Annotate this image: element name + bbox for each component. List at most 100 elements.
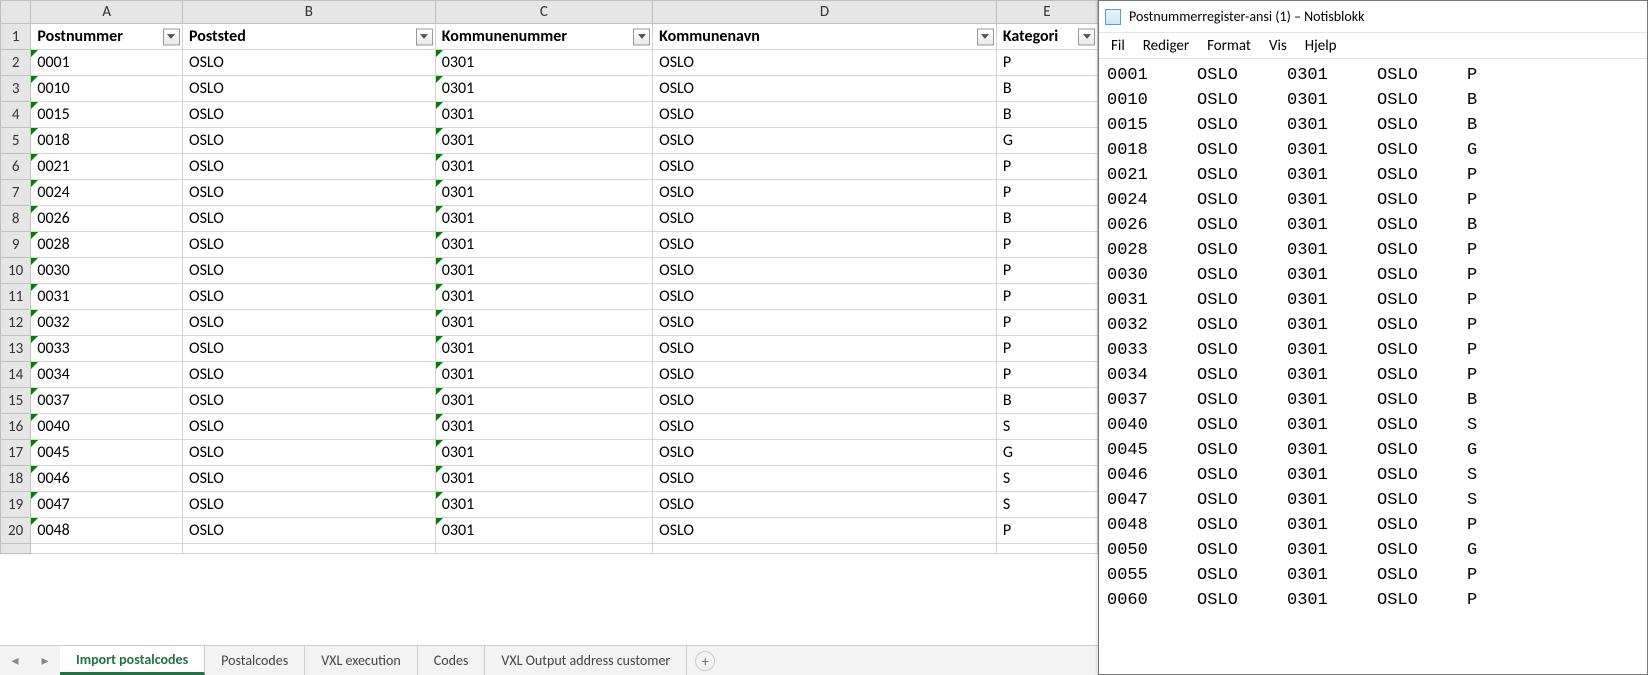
cell-C17[interactable]: 0301 xyxy=(435,440,652,466)
row-header-16[interactable]: 16 xyxy=(1,414,31,440)
cell-B17[interactable]: OSLO xyxy=(182,440,435,466)
filter-button-E[interactable] xyxy=(1078,28,1095,45)
cell-A20[interactable]: 0048 xyxy=(31,518,183,544)
cell-C5[interactable]: 0301 xyxy=(435,128,652,154)
cell-C7[interactable]: 0301 xyxy=(435,180,652,206)
header-cell-C[interactable]: Kommunenummer xyxy=(435,24,652,50)
column-header-D[interactable]: D xyxy=(653,1,997,24)
column-header-B[interactable]: B xyxy=(182,1,435,24)
cell-D10[interactable]: OSLO xyxy=(653,258,997,284)
cell-E3[interactable]: B xyxy=(996,76,1097,102)
cell-E9[interactable]: P xyxy=(996,232,1097,258)
cell-C13[interactable]: 0301 xyxy=(435,336,652,362)
cell-E4[interactable]: B xyxy=(996,102,1097,128)
cell-A8[interactable]: 0026 xyxy=(31,206,183,232)
cell-B20[interactable]: OSLO xyxy=(182,518,435,544)
cell-D11[interactable]: OSLO xyxy=(653,284,997,310)
notepad-text-area[interactable]: 0001OSLO0301OSLOP0010OSLO0301OSLOB0015OS… xyxy=(1099,59,1647,674)
row-header-11[interactable]: 11 xyxy=(1,284,31,310)
cell-E14[interactable]: P xyxy=(996,362,1097,388)
cell-C6[interactable]: 0301 xyxy=(435,154,652,180)
cell-C11[interactable]: 0301 xyxy=(435,284,652,310)
cell-C18[interactable]: 0301 xyxy=(435,466,652,492)
cell-B3[interactable]: OSLO xyxy=(182,76,435,102)
row-header-21[interactable] xyxy=(1,544,31,554)
cell-C10[interactable]: 0301 xyxy=(435,258,652,284)
cell-C8[interactable]: 0301 xyxy=(435,206,652,232)
cell-B14[interactable]: OSLO xyxy=(182,362,435,388)
header-cell-D[interactable]: Kommunenavn xyxy=(653,24,997,50)
cell-B2[interactable]: OSLO xyxy=(182,50,435,76)
row-header-3[interactable]: 3 xyxy=(1,76,31,102)
row-header-7[interactable]: 7 xyxy=(1,180,31,206)
cell-D18[interactable]: OSLO xyxy=(653,466,997,492)
cell-A6[interactable]: 0021 xyxy=(31,154,183,180)
cell-B16[interactable]: OSLO xyxy=(182,414,435,440)
cell-D8[interactable]: OSLO xyxy=(653,206,997,232)
cell-C20[interactable]: 0301 xyxy=(435,518,652,544)
cell-C19[interactable]: 0301 xyxy=(435,492,652,518)
row-header-2[interactable]: 2 xyxy=(1,50,31,76)
cell-D9[interactable]: OSLO xyxy=(653,232,997,258)
cell-A10[interactable]: 0030 xyxy=(31,258,183,284)
notepad-menu-hjelp[interactable]: Hjelp xyxy=(1297,35,1345,57)
sheet-tab-1[interactable]: Postalcodes xyxy=(205,646,305,675)
cell-E5[interactable]: G xyxy=(996,128,1097,154)
cell-A17[interactable]: 0045 xyxy=(31,440,183,466)
cell-D2[interactable]: OSLO xyxy=(653,50,997,76)
cell-D7[interactable]: OSLO xyxy=(653,180,997,206)
cell-B18[interactable]: OSLO xyxy=(182,466,435,492)
cell-E6[interactable]: P xyxy=(996,154,1097,180)
filter-button-A[interactable] xyxy=(163,28,180,45)
cell-B9[interactable]: OSLO xyxy=(182,232,435,258)
row-header-5[interactable]: 5 xyxy=(1,128,31,154)
row-header-20[interactable]: 20 xyxy=(1,518,31,544)
cell-A2[interactable]: 0001 xyxy=(31,50,183,76)
spreadsheet-grid[interactable]: ABCDE 1PostnummerPoststedKommunenummerKo… xyxy=(0,0,1098,645)
cell-D16[interactable]: OSLO xyxy=(653,414,997,440)
notepad-titlebar[interactable]: Postnummerregister-ansi (1) – Notisblokk xyxy=(1099,1,1647,33)
row-header-15[interactable]: 15 xyxy=(1,388,31,414)
cell-A9[interactable]: 0028 xyxy=(31,232,183,258)
cell-B21[interactable] xyxy=(182,544,435,554)
select-all-corner[interactable] xyxy=(1,1,31,24)
row-header-9[interactable]: 9 xyxy=(1,232,31,258)
cell-E8[interactable]: B xyxy=(996,206,1097,232)
cell-C2[interactable]: 0301 xyxy=(435,50,652,76)
column-header-A[interactable]: A xyxy=(31,1,183,24)
cell-B8[interactable]: OSLO xyxy=(182,206,435,232)
row-header-14[interactable]: 14 xyxy=(1,362,31,388)
notepad-menu-vis[interactable]: Vis xyxy=(1261,35,1295,57)
row-header-8[interactable]: 8 xyxy=(1,206,31,232)
cell-C9[interactable]: 0301 xyxy=(435,232,652,258)
row-header-4[interactable]: 4 xyxy=(1,102,31,128)
sheet-tab-0[interactable]: Import postalcodes xyxy=(60,646,205,675)
cell-A13[interactable]: 0033 xyxy=(31,336,183,362)
cell-E11[interactable]: P xyxy=(996,284,1097,310)
cell-C16[interactable]: 0301 xyxy=(435,414,652,440)
cell-A11[interactable]: 0031 xyxy=(31,284,183,310)
cell-A21[interactable] xyxy=(31,544,183,554)
cell-D15[interactable]: OSLO xyxy=(653,388,997,414)
sheet-tab-3[interactable]: Codes xyxy=(418,646,486,675)
cell-D19[interactable]: OSLO xyxy=(653,492,997,518)
notepad-menu-fil[interactable]: Fil xyxy=(1103,35,1133,57)
sheet-tab-2[interactable]: VXL execution xyxy=(305,646,418,675)
cell-D12[interactable]: OSLO xyxy=(653,310,997,336)
cell-B10[interactable]: OSLO xyxy=(182,258,435,284)
row-header-18[interactable]: 18 xyxy=(1,466,31,492)
cell-D20[interactable]: OSLO xyxy=(653,518,997,544)
cell-B4[interactable]: OSLO xyxy=(182,102,435,128)
cell-D14[interactable]: OSLO xyxy=(653,362,997,388)
row-header-19[interactable]: 19 xyxy=(1,492,31,518)
cell-B7[interactable]: OSLO xyxy=(182,180,435,206)
cell-A16[interactable]: 0040 xyxy=(31,414,183,440)
cell-B12[interactable]: OSLO xyxy=(182,310,435,336)
row-header-17[interactable]: 17 xyxy=(1,440,31,466)
cell-E18[interactable]: S xyxy=(996,466,1097,492)
cell-D4[interactable]: OSLO xyxy=(653,102,997,128)
cell-A5[interactable]: 0018 xyxy=(31,128,183,154)
cell-A4[interactable]: 0015 xyxy=(31,102,183,128)
cell-A18[interactable]: 0046 xyxy=(31,466,183,492)
cell-A7[interactable]: 0024 xyxy=(31,180,183,206)
